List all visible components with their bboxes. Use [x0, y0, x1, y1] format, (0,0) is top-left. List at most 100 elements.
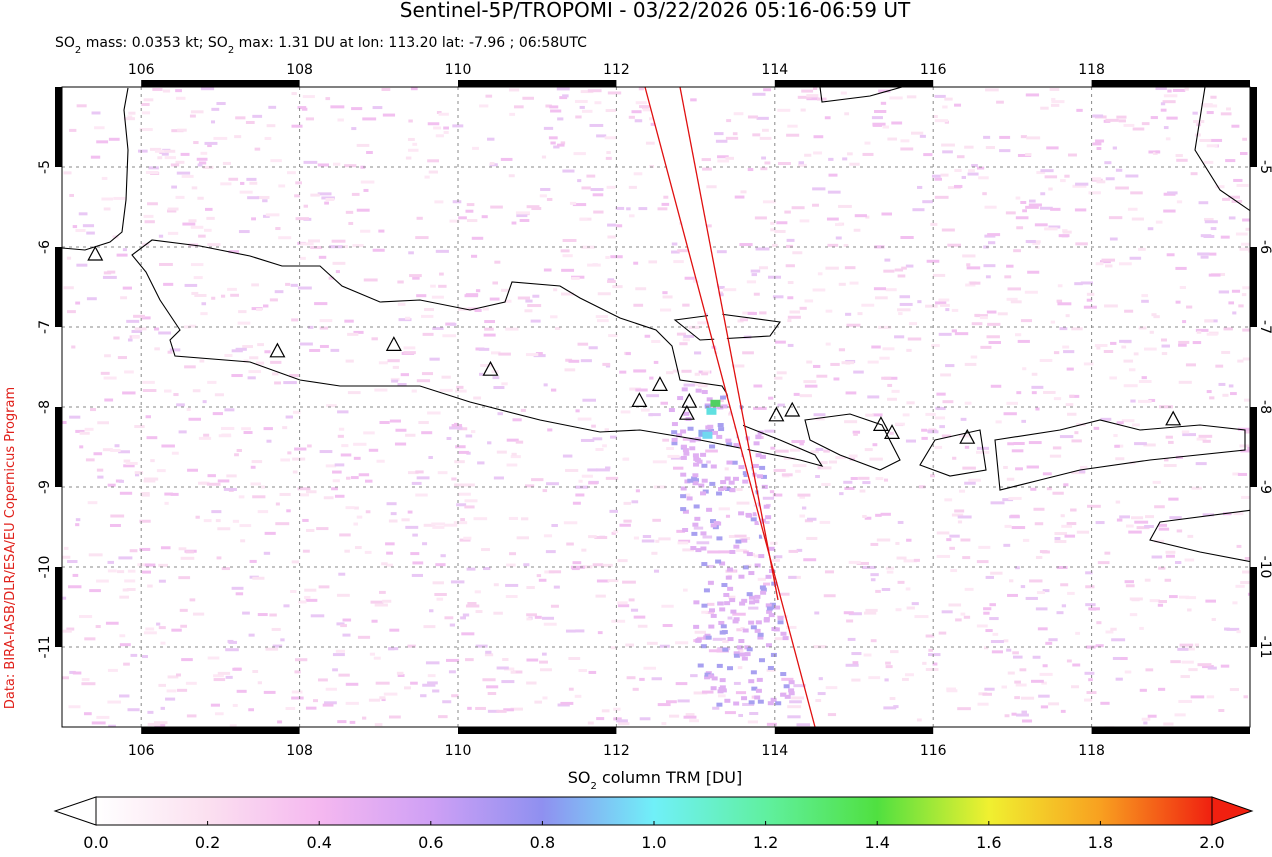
so2-pixel [1124, 670, 1132, 674]
so2-pixel [246, 177, 257, 181]
so2-pixel [680, 494, 687, 499]
so2-pixel [702, 431, 713, 439]
so2-pixel [67, 560, 78, 564]
so2-pixel [962, 254, 976, 258]
so2-pixel [772, 295, 784, 299]
so2-pixel [633, 172, 643, 176]
so2-pixel [820, 466, 832, 470]
so2-pixel [875, 477, 884, 481]
so2-pixel [550, 388, 557, 392]
so2-pixel [1115, 677, 1123, 681]
so2-pixel [1178, 699, 1193, 703]
so2-pixel [902, 677, 909, 681]
so2-pixel [617, 601, 628, 605]
so2-pixel [717, 155, 729, 159]
so2-pixel [954, 168, 962, 172]
so2-pixel [677, 541, 689, 545]
so2-pixel [568, 687, 574, 691]
so2-pixel [799, 219, 810, 223]
so2-pixel [580, 90, 594, 94]
so2-pixel [865, 413, 874, 417]
so2-pixel [609, 435, 617, 439]
so2-pixel [887, 383, 893, 387]
so2-pixel [986, 310, 997, 314]
so2-pixel [651, 677, 662, 681]
so2-pixel [1242, 218, 1250, 222]
so2-pixel [661, 604, 674, 608]
so2-pixel [1072, 663, 1081, 667]
so2-pixel [990, 384, 1002, 388]
so2-pixel [543, 268, 552, 272]
so2-pixel [482, 678, 496, 682]
so2-pixel [1185, 596, 1197, 600]
so2-pixel [662, 624, 673, 628]
so2-pixel [1096, 621, 1102, 625]
so2-pixel [322, 703, 334, 707]
so2-pixel [237, 321, 251, 325]
so2-pixel [321, 196, 335, 200]
x-tick-label: 108 [286, 743, 313, 759]
so2-pixel [146, 436, 158, 440]
so2-pixel [676, 332, 686, 336]
so2-pixel [761, 128, 769, 132]
so2-pixel [734, 195, 745, 199]
so2-pixel [103, 376, 117, 380]
so2-pixel [1228, 384, 1234, 388]
so2-pixel [824, 570, 834, 574]
so2-pixel [754, 695, 761, 700]
so2-pixel [878, 89, 891, 93]
so2-pixel [845, 663, 859, 667]
so2-pixel [880, 101, 887, 105]
so2-pixel [416, 216, 423, 220]
so2-pixel [542, 489, 548, 493]
so2-pixel [738, 649, 744, 653]
so2-pixel [485, 650, 492, 654]
so2-pixel [878, 325, 892, 329]
colorbar-tick-label: 0.6 [418, 833, 443, 852]
so2-pixel [1001, 685, 1007, 689]
so2-pixel [328, 276, 335, 280]
so2-pixel [799, 514, 806, 518]
so2-pixel [443, 130, 449, 134]
so2-pixel [304, 588, 317, 592]
so2-pixel [503, 708, 514, 712]
so2-pixel [777, 108, 791, 112]
so2-pixel [760, 167, 768, 171]
so2-pixel [787, 296, 794, 300]
so2-pixel [427, 681, 438, 685]
x-tick-label: 108 [286, 62, 313, 78]
so2-pixel [562, 94, 569, 98]
so2-pixel [1046, 146, 1059, 150]
so2-pixel [761, 156, 767, 160]
so2-pixel [403, 346, 416, 350]
so2-pixel [126, 319, 140, 323]
so2-pixel [1006, 401, 1018, 405]
so2-pixel [165, 697, 176, 701]
so2-pixel [568, 657, 581, 661]
so2-pixel [1007, 593, 1018, 597]
so2-pixel [617, 604, 630, 608]
so2-pixel [685, 713, 695, 717]
so2-pixel [1236, 183, 1249, 187]
so2-pixel [521, 517, 529, 521]
so2-pixel [1059, 435, 1074, 439]
so2-pixel [847, 152, 853, 156]
so2-pixel [337, 434, 344, 438]
so2-pixel [167, 207, 179, 211]
so2-pixel [119, 643, 131, 647]
so2-pixel [72, 573, 79, 577]
so2-pixel [338, 572, 346, 576]
frame-segment [55, 407, 62, 487]
so2-pixel [861, 303, 875, 307]
so2-pixel [869, 457, 883, 461]
so2-pixel [791, 696, 805, 700]
so2-pixel [946, 689, 958, 693]
so2-pixel [783, 684, 790, 689]
so2-pixel [1113, 434, 1118, 438]
so2-pixel [202, 165, 214, 169]
so2-pixel [874, 109, 887, 113]
so2-pixel [864, 516, 872, 520]
so2-pixel [733, 112, 744, 116]
so2-pixel [496, 450, 507, 454]
so2-pixel [1181, 430, 1190, 434]
